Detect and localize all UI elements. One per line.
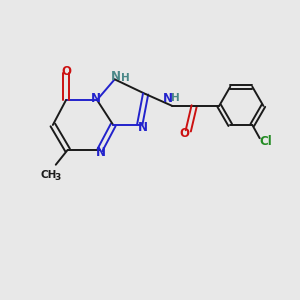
- Text: O: O: [180, 127, 190, 140]
- Text: H: H: [171, 93, 180, 103]
- Text: CH: CH: [40, 170, 57, 180]
- Text: N: N: [95, 146, 106, 159]
- Text: H: H: [121, 73, 129, 83]
- Text: Cl: Cl: [260, 135, 272, 148]
- Text: N: N: [138, 121, 148, 134]
- Text: N: N: [91, 92, 101, 105]
- Text: O: O: [61, 65, 71, 78]
- Text: N: N: [163, 92, 173, 105]
- Text: 3: 3: [55, 173, 61, 182]
- Text: N: N: [111, 70, 121, 83]
